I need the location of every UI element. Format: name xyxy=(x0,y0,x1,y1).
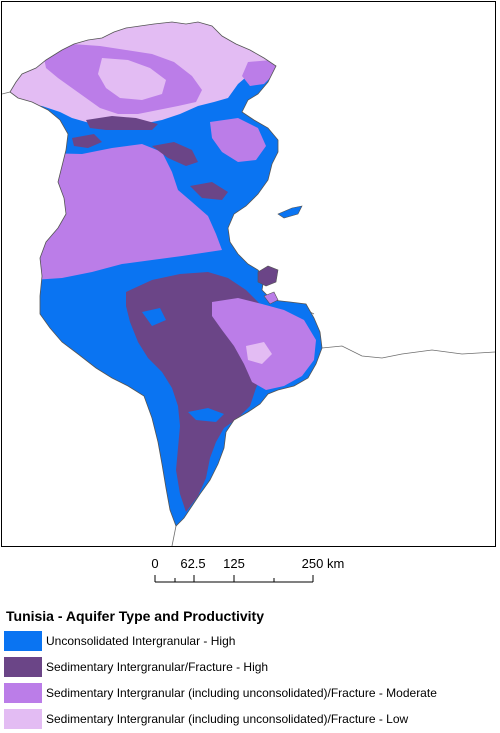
region-unconsolidated-pocket-2 xyxy=(142,308,166,326)
region-sedimentary-high-streak-1 xyxy=(86,116,158,130)
legend-label-sedimentary-low: Sedimentary Intergranular (including unc… xyxy=(46,712,409,726)
legend-swatch-sedimentary-low xyxy=(4,709,42,729)
region-low-southeast xyxy=(246,342,272,364)
region-sedimentary-high-streak-3 xyxy=(72,134,102,148)
tunisia-aquifer-regions xyxy=(10,22,322,526)
island-kerkennah xyxy=(277,205,303,219)
region-moderate-northeast xyxy=(242,60,278,86)
region-sedimentary-high-streak-2 xyxy=(152,142,198,166)
legend-item-sedimentary-moderate: Sedimentary Intergranular (including unc… xyxy=(4,681,500,705)
scale-label-62-5: 62.5 xyxy=(180,556,206,571)
scale-label-250: 250 km xyxy=(301,556,345,571)
map-frame xyxy=(1,1,496,547)
legend-item-unconsolidated-high: Unconsolidated Intergranular - High xyxy=(4,629,500,653)
legend-swatch-sedimentary-moderate xyxy=(4,683,42,703)
island-djerba xyxy=(257,265,279,287)
legend-label-sedimentary-moderate: Sedimentary Intergranular (including unc… xyxy=(46,686,437,700)
scale-bar: 0 62.5 125 250 km xyxy=(140,556,360,600)
region-unconsolidated-pocket-1 xyxy=(188,408,224,422)
legend-item-sedimentary-high: Sedimentary Intergranular/Fracture - Hig… xyxy=(4,655,500,679)
legend: Tunisia - Aquifer Type and Productivity … xyxy=(4,608,500,733)
legend-item-sedimentary-low: Sedimentary Intergranular (including unc… xyxy=(4,707,500,731)
scale-label-0: 0 xyxy=(151,556,159,571)
scale-bar-graphic xyxy=(154,575,314,583)
legend-title: Tunisia - Aquifer Type and Productivity xyxy=(6,608,264,624)
islands xyxy=(257,205,303,305)
tunisia-outline xyxy=(9,21,323,527)
island-djerba-south xyxy=(263,291,279,305)
region-low-north-inner xyxy=(98,58,166,100)
legend-label-sedimentary-high: Sedimentary Intergranular/Fracture - Hig… xyxy=(46,660,269,674)
scale-label-125: 125 xyxy=(223,556,245,571)
legend-swatch-sedimentary-high xyxy=(4,657,42,677)
legend-swatch-unconsolidated-high xyxy=(4,631,42,651)
legend-label-unconsolidated-high: Unconsolidated Intergranular - High xyxy=(46,634,236,648)
region-sedimentary-high-streak-4 xyxy=(190,182,228,200)
tunisia-map xyxy=(2,21,495,546)
region-moderate-east xyxy=(210,118,266,162)
